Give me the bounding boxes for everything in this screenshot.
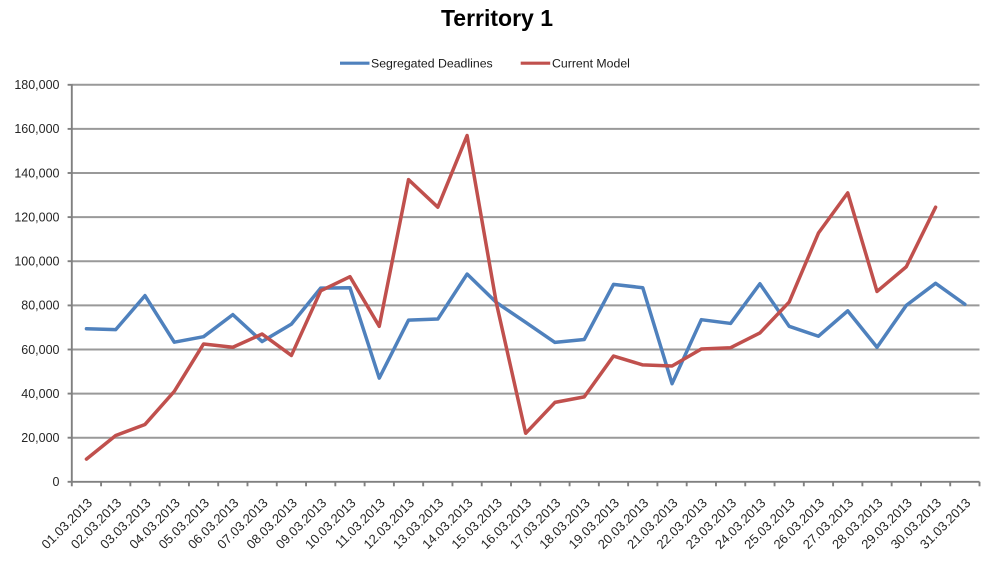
svg-text:0: 0 xyxy=(53,475,60,489)
svg-text:80,000: 80,000 xyxy=(21,299,59,313)
svg-text:180,000: 180,000 xyxy=(14,78,59,92)
svg-text:Territory 1: Territory 1 xyxy=(441,5,553,31)
svg-text:Segregated Deadlines: Segregated Deadlines xyxy=(371,57,493,71)
svg-text:60,000: 60,000 xyxy=(21,343,59,357)
svg-text:160,000: 160,000 xyxy=(14,122,59,136)
svg-text:20,000: 20,000 xyxy=(21,431,59,445)
svg-text:Current Model: Current Model xyxy=(552,57,630,71)
svg-text:40,000: 40,000 xyxy=(21,387,59,401)
svg-text:120,000: 120,000 xyxy=(14,210,59,224)
svg-text:100,000: 100,000 xyxy=(14,255,59,269)
svg-text:140,000: 140,000 xyxy=(14,166,59,180)
